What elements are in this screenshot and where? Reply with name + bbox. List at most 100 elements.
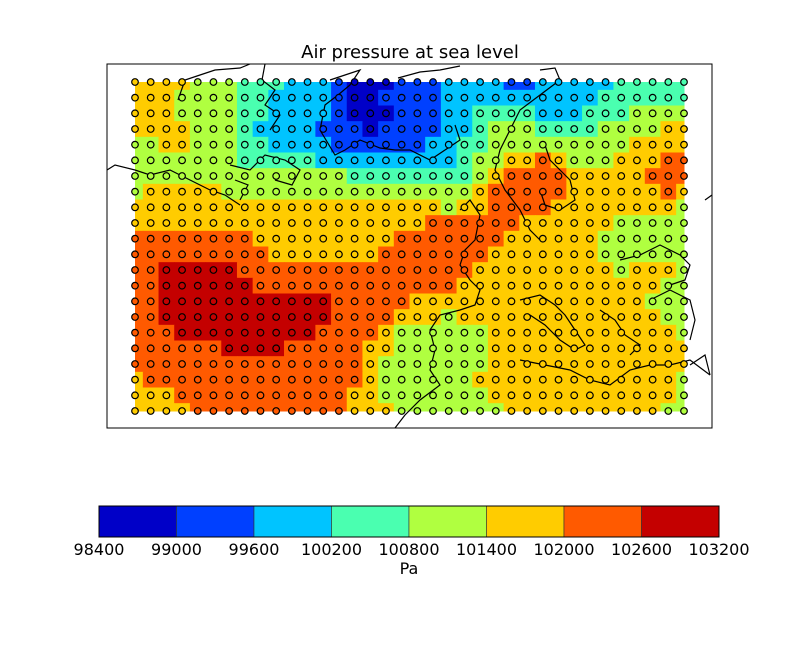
grid-point-marker xyxy=(617,250,626,259)
contour-cell xyxy=(676,403,685,412)
grid-point-marker xyxy=(601,250,610,259)
grid-point-marker xyxy=(350,187,359,196)
grid-point-marker xyxy=(523,78,532,86)
grid-point-marker xyxy=(193,109,202,118)
grid-point-marker xyxy=(178,109,186,118)
grid-point-marker xyxy=(162,360,171,368)
grid-point-marker xyxy=(397,172,406,180)
grid-point-marker xyxy=(303,109,312,118)
grid-point-marker xyxy=(256,391,265,400)
grid-point-marker xyxy=(272,156,281,165)
grid-point-marker xyxy=(429,391,437,400)
grid-point-marker xyxy=(256,156,265,165)
grid-point-marker xyxy=(680,297,688,306)
grid-point-marker xyxy=(633,125,641,133)
contour-cell xyxy=(135,262,144,279)
grid-point-marker xyxy=(256,250,265,259)
grid-point-marker xyxy=(680,313,688,321)
grid-point-marker xyxy=(648,187,657,196)
grid-point-marker xyxy=(413,375,422,384)
grid-point-marker xyxy=(382,109,390,118)
grid-point-marker xyxy=(272,219,281,227)
grid-point-marker xyxy=(240,313,249,321)
grid-point-marker xyxy=(131,219,139,227)
grid-point-marker xyxy=(648,140,657,149)
grid-point-marker xyxy=(335,78,343,86)
grid-point-marker xyxy=(335,313,343,321)
contour-cell xyxy=(135,246,144,263)
grid-point-marker xyxy=(570,187,579,196)
grid-point-marker xyxy=(429,344,437,353)
grid-point-marker xyxy=(491,375,500,384)
grid-point-marker xyxy=(680,156,688,165)
grid-point-marker xyxy=(382,344,390,353)
grid-point-marker xyxy=(413,78,422,86)
grid-point-marker xyxy=(617,172,626,180)
grid-point-marker xyxy=(225,172,234,180)
grid-point-marker xyxy=(256,297,265,306)
grid-point-marker xyxy=(319,203,328,212)
grid-point-marker xyxy=(272,391,281,400)
grid-point-marker xyxy=(335,328,343,337)
grid-point-marker xyxy=(664,266,673,274)
grid-point-marker xyxy=(585,313,594,321)
grid-point-marker xyxy=(507,250,516,259)
grid-point-marker xyxy=(570,313,579,321)
grid-point-marker xyxy=(601,360,610,368)
grid-point-marker xyxy=(350,313,359,321)
grid-point-marker xyxy=(162,250,171,259)
grid-point-marker xyxy=(601,156,610,165)
grid-point-marker xyxy=(366,407,375,415)
grid-point-marker xyxy=(193,140,202,149)
grid-point-marker xyxy=(523,93,532,102)
grid-point-marker xyxy=(397,140,406,149)
grid-point-marker xyxy=(585,156,594,165)
contour-cell xyxy=(644,82,661,91)
grid-point-marker xyxy=(601,281,610,290)
grid-point-marker xyxy=(570,109,579,118)
grid-point-marker xyxy=(303,297,312,306)
grid-point-marker xyxy=(523,281,532,290)
grid-point-marker xyxy=(146,93,155,102)
grid-point-marker xyxy=(617,187,626,196)
grid-point-marker xyxy=(366,266,375,274)
contour-cell xyxy=(135,136,144,153)
grid-point-marker xyxy=(601,266,610,274)
grid-point-marker xyxy=(617,281,626,290)
grid-point-marker xyxy=(601,203,610,212)
grid-point-marker xyxy=(633,281,641,290)
grid-point-marker xyxy=(429,172,437,180)
contour-cell xyxy=(284,82,301,91)
grid-point-marker xyxy=(476,234,484,243)
grid-point-marker xyxy=(350,109,359,118)
grid-point-marker xyxy=(240,203,249,212)
grid-point-marker xyxy=(664,234,673,243)
chart-title: Air pressure at sea level xyxy=(301,42,519,63)
grid-point-marker xyxy=(240,250,249,259)
grid-point-marker xyxy=(366,375,375,384)
grid-point-marker xyxy=(538,328,547,337)
grid-point-marker xyxy=(429,266,437,274)
grid-point-marker xyxy=(240,140,249,149)
grid-point-marker xyxy=(444,391,453,400)
grid-point-marker xyxy=(601,407,610,415)
grid-point-marker xyxy=(570,375,579,384)
grid-point-marker xyxy=(162,407,171,415)
grid-point-marker xyxy=(429,93,437,102)
contour-cell xyxy=(425,82,442,91)
grid-point-marker xyxy=(225,313,234,321)
grid-point-marker xyxy=(162,313,171,321)
grid-point-marker xyxy=(633,391,641,400)
contour-cell xyxy=(135,387,144,404)
grid-point-marker xyxy=(178,203,186,212)
grid-point-marker xyxy=(429,219,437,227)
contour-cell xyxy=(409,82,426,91)
grid-point-marker xyxy=(601,219,610,227)
grid-point-marker xyxy=(601,328,610,337)
grid-point-marker xyxy=(460,250,469,259)
grid-point-marker xyxy=(538,266,547,274)
grid-point-marker xyxy=(460,109,469,118)
grid-point-marker xyxy=(319,109,328,118)
grid-point-marker xyxy=(335,219,343,227)
grid-point-marker xyxy=(178,297,186,306)
